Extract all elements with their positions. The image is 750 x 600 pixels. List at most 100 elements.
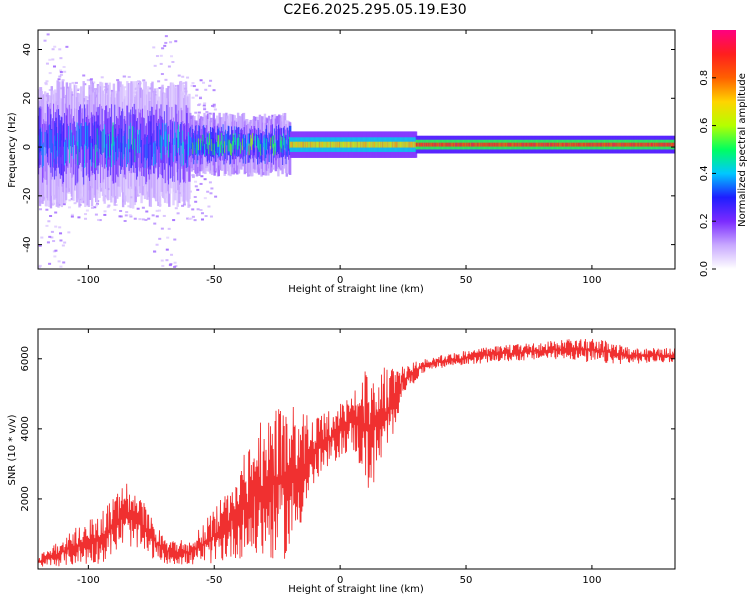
spectrogram-cell	[170, 253, 174, 256]
spectrogram-cell	[58, 75, 62, 78]
spectrogram-cell	[53, 255, 57, 258]
spectrogram-cell	[43, 39, 47, 42]
spectrogram-cell	[209, 79, 213, 82]
spectrogram-cell	[195, 88, 199, 91]
spectrogram-cell	[127, 205, 131, 208]
spectrogram-cell	[128, 214, 132, 217]
spectrogram-cell	[189, 217, 193, 220]
spectrogram-cell	[181, 75, 185, 78]
spectrogram-cell	[166, 236, 170, 239]
snr-panel: -100 -50 0 50 100 2000 4000 6000 Height of str…	[7, 328, 676, 595]
spectrogram-cell	[208, 84, 212, 87]
spectrogram-frame	[37, 29, 676, 270]
spectrogram-cell	[90, 206, 94, 209]
snr-y-tick-label: 2000	[20, 486, 31, 511]
chart-title: C2E6.2025.295.05.19.E30	[283, 2, 467, 18]
spectrogram-cell	[57, 78, 61, 81]
spectrogram-cell	[192, 174, 196, 177]
spectrogram-cell	[153, 250, 157, 253]
spectrogram-cell	[167, 227, 171, 230]
spectrogram-panel: -100 -50 0 50 100 -40 -20 0 20 40 Height of stra…	[7, 29, 676, 295]
spectrogram-cell	[194, 200, 198, 203]
spectrogram-cell	[67, 231, 71, 234]
spectrogram-cell	[82, 74, 86, 77]
spectrogram-cell	[58, 226, 62, 229]
spectrogram-cell	[204, 88, 208, 91]
spectrogram-cell	[97, 218, 101, 221]
spectrogram-cell	[173, 265, 177, 268]
spectrogram-cell	[54, 249, 58, 252]
spectrogram-cell	[160, 259, 164, 262]
spectrogram-cell	[153, 222, 157, 225]
spectrogram-cell	[123, 75, 127, 78]
snr-x-axis-label: Height of straight line (km)	[288, 584, 424, 595]
spectrogram-cell	[176, 212, 180, 215]
spectrogram-cell	[200, 212, 204, 215]
colorbar-ticks: 0.0 0.2 0.4 0.6 0.8	[699, 70, 716, 277]
spectrogram-cell	[40, 236, 44, 239]
spectrogram-cell	[38, 244, 42, 247]
spectrogram-cell	[59, 232, 63, 235]
spectrogram-cell	[203, 102, 207, 105]
spectrogram-cell	[45, 80, 49, 83]
spectrogram-cell	[116, 79, 120, 82]
spectrogram-cell	[193, 219, 197, 222]
spectrogram-cell	[194, 185, 198, 188]
spectrogram-cell	[129, 215, 133, 218]
spectrogram-cell	[38, 266, 42, 269]
spectrogram-cell	[63, 70, 67, 73]
spectrogram-cell	[199, 209, 203, 212]
spectrogram-cell	[67, 206, 71, 209]
spectrogram-cell	[141, 218, 145, 221]
spectrogram-cell	[173, 238, 177, 241]
spectrogram-cell	[212, 105, 216, 108]
spectrogram-cell	[45, 224, 49, 227]
spectrogram-cell	[194, 180, 198, 183]
spectrogram-cell	[181, 204, 185, 207]
spectrogram-cell	[160, 73, 164, 76]
spectrogram-cell	[203, 105, 207, 108]
spectrogram-cell	[162, 214, 166, 217]
spectrogram-cell	[212, 89, 216, 92]
spectrogram-cell	[177, 74, 181, 77]
spectrogram-cell	[84, 217, 88, 220]
spectrogram-cell	[155, 243, 159, 246]
spectrogram-cell	[209, 215, 213, 218]
colorbar-tick-label: 0.2	[699, 213, 710, 229]
spectrogram-cell	[191, 176, 195, 179]
spectrogram-cell	[155, 209, 159, 212]
spectrogram-cell	[186, 76, 190, 79]
spectrogram-x-ticks: -100 -50 0 50 100	[77, 30, 601, 286]
spectrogram-x-axis-label: Height of straight line (km)	[288, 284, 424, 295]
spectrogram-cell	[86, 96, 90, 99]
spectrogram-cell	[203, 108, 207, 111]
spectrogram-cell	[199, 79, 203, 82]
spectrogram-cell	[207, 205, 211, 208]
spectrogram-cell	[199, 96, 203, 99]
spectrogram-cell	[118, 215, 122, 218]
spectrogram-y-tick-label: 40	[22, 43, 33, 56]
spectrogram-cell	[59, 57, 63, 60]
spectrogram-cell	[62, 261, 66, 264]
spectrogram-cell	[44, 83, 48, 86]
spectrogram-cell	[98, 219, 102, 222]
spectrogram-cell	[103, 85, 107, 88]
spectrogram-y-tick-label: -40	[22, 236, 33, 252]
spectrogram-x-tick-label: 0	[337, 275, 343, 286]
spectrogram-y-tick-label: 0	[22, 144, 33, 150]
spectrogram-cell	[44, 81, 48, 84]
spectrogram-cell	[206, 190, 210, 193]
colorbar-tick-label: 0.8	[699, 70, 710, 86]
spectrogram-cell	[165, 259, 169, 262]
spectrogram-cell	[186, 217, 190, 220]
spectrogram-cell	[194, 111, 198, 114]
spectrogram-cell	[62, 203, 66, 206]
spectrogram-cell	[192, 85, 196, 88]
spectrogram-cell	[114, 203, 118, 206]
spectrogram-cell	[57, 260, 61, 263]
spectrogram-x-tick-label: -50	[206, 275, 222, 286]
spectrogram-cell	[153, 64, 157, 67]
spectrogram-cell	[103, 213, 107, 216]
spectrogram-cell	[125, 211, 129, 214]
spectrogram-cell	[123, 219, 127, 222]
